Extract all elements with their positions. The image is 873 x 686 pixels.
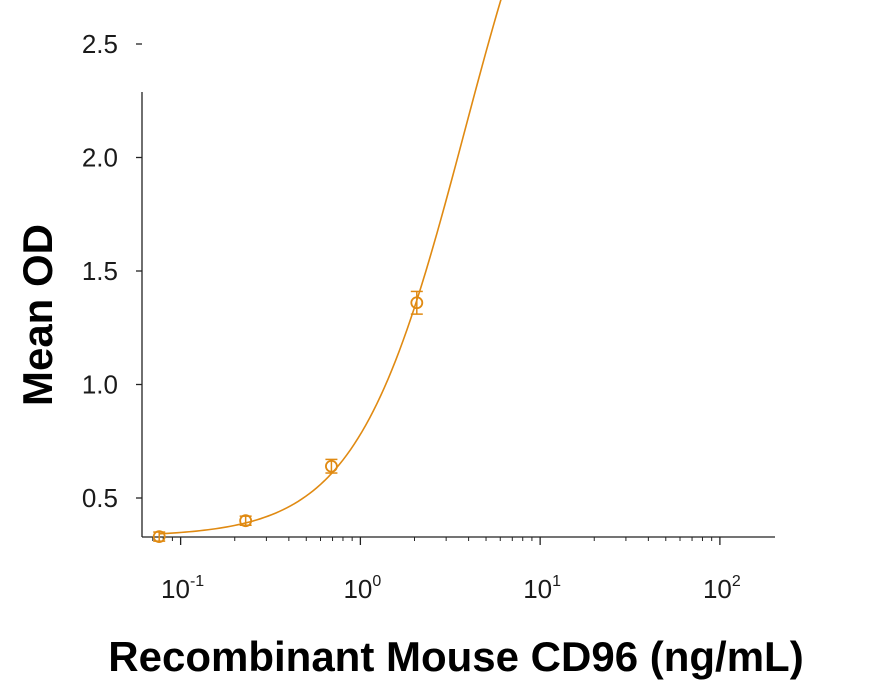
x-axis-title: Recombinant Mouse CD96 (ng/mL) <box>108 633 803 680</box>
data-marker <box>239 514 253 528</box>
y-tick-label: 0.5 <box>82 483 118 513</box>
x-tick-label: 101 <box>523 573 561 604</box>
x-tick-label: 10-1 <box>161 573 204 604</box>
x-tick-label: 100 <box>343 573 381 604</box>
y-tick-label: 1.0 <box>82 370 118 400</box>
data-point <box>152 530 166 543</box>
y-tick-label: 2.0 <box>82 143 118 173</box>
fit-curve <box>159 0 502 535</box>
data-marker <box>152 530 166 543</box>
data-marker <box>325 459 338 473</box>
fit-curve-layer <box>159 0 502 535</box>
y-axis-title: Mean OD <box>14 224 61 406</box>
data-marker <box>410 296 424 310</box>
y-tick-label: 1.5 <box>82 256 118 286</box>
y-tick-label: 2.5 <box>82 29 118 59</box>
data-points-layer <box>152 290 424 543</box>
x-axis: 10-1 100 101 102 <box>142 536 775 604</box>
x-tick-label: 102 <box>703 573 741 604</box>
data-point <box>239 514 253 528</box>
data-point <box>325 458 338 474</box>
data-point <box>410 290 424 315</box>
y-axis: 0.51.01.52.02.53.03.54.0 <box>82 29 143 537</box>
